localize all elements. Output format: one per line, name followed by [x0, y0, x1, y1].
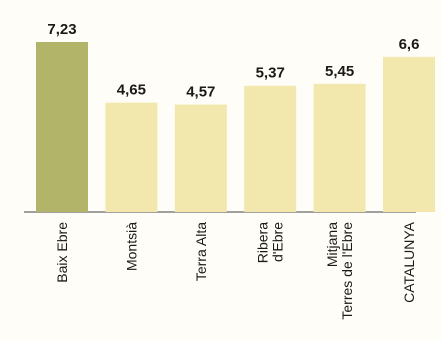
bar-value-label: 6,6 [399, 36, 420, 53]
category-label: MitjanaTerres de l'Ebre [324, 222, 355, 320]
bar-value-label: 5,45 [325, 63, 354, 80]
bar-value-label: 4,65 [117, 82, 146, 99]
bar-value-label: 7,23 [47, 21, 76, 38]
bar [105, 102, 158, 212]
bar-value-label: 5,37 [256, 65, 285, 82]
category-label: Riberad'Ebre [255, 222, 286, 263]
bar-value-label: 4,57 [186, 84, 215, 101]
bar [36, 42, 88, 212]
bar [244, 85, 297, 212]
category-label: Terra Alta [193, 222, 209, 281]
category-label: Baix Ebre [54, 222, 70, 283]
bar [174, 104, 227, 212]
category-label: CATALUNYA [401, 221, 417, 303]
bar [383, 56, 435, 212]
bar [313, 83, 366, 212]
category-label: Montsià [123, 222, 139, 271]
